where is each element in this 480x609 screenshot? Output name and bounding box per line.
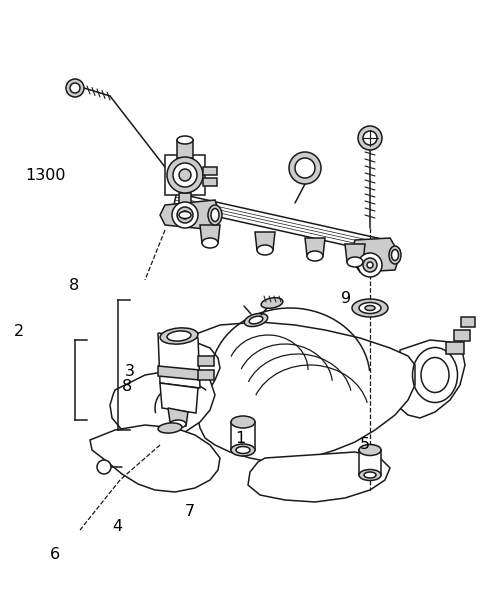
- Circle shape: [70, 83, 80, 93]
- Polygon shape: [160, 383, 198, 413]
- Polygon shape: [350, 238, 400, 272]
- Circle shape: [363, 258, 377, 272]
- Circle shape: [358, 126, 382, 150]
- Ellipse shape: [202, 238, 218, 248]
- Polygon shape: [200, 225, 220, 243]
- Text: 1300: 1300: [25, 168, 66, 183]
- Ellipse shape: [177, 136, 193, 144]
- Polygon shape: [90, 425, 220, 492]
- Circle shape: [167, 157, 203, 193]
- Ellipse shape: [179, 211, 191, 219]
- Polygon shape: [158, 333, 200, 388]
- Circle shape: [179, 169, 191, 181]
- Text: 8: 8: [122, 379, 132, 394]
- Ellipse shape: [359, 445, 381, 456]
- Bar: [231, 422, 255, 450]
- Bar: [179, 193, 191, 215]
- Ellipse shape: [257, 245, 273, 255]
- Polygon shape: [305, 238, 325, 256]
- Text: 7: 7: [184, 504, 195, 519]
- Circle shape: [181, 211, 189, 219]
- Ellipse shape: [389, 246, 401, 264]
- Polygon shape: [160, 200, 220, 230]
- Polygon shape: [110, 370, 215, 440]
- Circle shape: [173, 163, 197, 187]
- Polygon shape: [180, 322, 415, 462]
- Circle shape: [289, 152, 321, 184]
- Bar: [198, 370, 214, 380]
- Text: 3: 3: [125, 364, 134, 379]
- Bar: [461, 317, 475, 327]
- Ellipse shape: [208, 205, 222, 225]
- Ellipse shape: [231, 444, 255, 456]
- Ellipse shape: [249, 316, 263, 324]
- Ellipse shape: [167, 331, 191, 341]
- Bar: [359, 450, 381, 475]
- Ellipse shape: [359, 470, 381, 481]
- Text: 8: 8: [69, 278, 80, 292]
- Text: 9: 9: [340, 291, 351, 306]
- Ellipse shape: [231, 416, 255, 428]
- Circle shape: [295, 158, 315, 178]
- Ellipse shape: [352, 299, 388, 317]
- Polygon shape: [165, 155, 205, 195]
- Bar: [177, 140, 193, 158]
- Ellipse shape: [347, 257, 363, 267]
- Circle shape: [363, 131, 377, 145]
- Polygon shape: [248, 452, 390, 502]
- Bar: [446, 342, 464, 354]
- Bar: [203, 178, 217, 186]
- Text: 2: 2: [14, 325, 24, 339]
- Polygon shape: [158, 366, 200, 380]
- Circle shape: [97, 460, 111, 474]
- Ellipse shape: [244, 314, 268, 326]
- Ellipse shape: [261, 298, 283, 308]
- Polygon shape: [345, 244, 365, 262]
- Ellipse shape: [307, 251, 323, 261]
- Bar: [203, 167, 217, 175]
- Ellipse shape: [365, 306, 375, 311]
- Circle shape: [358, 253, 382, 277]
- Text: 5: 5: [360, 437, 370, 452]
- Text: 1: 1: [235, 431, 245, 446]
- Ellipse shape: [392, 250, 398, 261]
- Circle shape: [66, 79, 84, 97]
- Ellipse shape: [158, 423, 182, 433]
- Text: 6: 6: [50, 547, 60, 561]
- Ellipse shape: [364, 472, 376, 478]
- Ellipse shape: [211, 208, 219, 222]
- Ellipse shape: [160, 328, 198, 344]
- Circle shape: [367, 262, 373, 268]
- Polygon shape: [255, 232, 275, 250]
- Polygon shape: [173, 193, 392, 255]
- Ellipse shape: [359, 303, 381, 314]
- Text: 4: 4: [112, 519, 123, 534]
- Bar: [454, 330, 470, 341]
- Circle shape: [177, 207, 193, 223]
- Polygon shape: [395, 340, 465, 418]
- Ellipse shape: [170, 420, 186, 428]
- Polygon shape: [168, 408, 188, 426]
- Bar: [198, 356, 214, 366]
- Circle shape: [172, 202, 198, 228]
- Ellipse shape: [236, 446, 250, 454]
